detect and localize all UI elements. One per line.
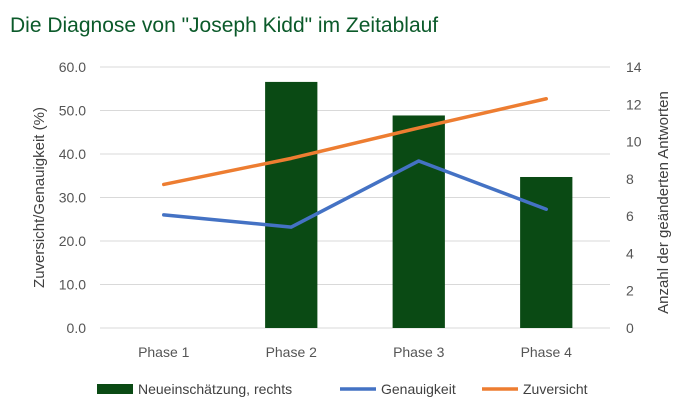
y-right-tick-label: 6 [626,208,634,224]
y-left-tick-label: 40.0 [59,146,86,162]
x-axis-ticks: Phase 1 Phase 2 Phase 3 Phase 4 [138,344,572,360]
y-left-tick-label: 30.0 [59,190,86,206]
y-left-tick-label: 20.0 [59,233,86,249]
chart-title: Die Diagnose von "Joseph Kidd" im Zeitab… [10,14,439,37]
y-right-tick-label: 10 [626,134,642,150]
y-left-tick-label: 10.0 [59,277,86,293]
legend: Neueinschätzung, rechts Genauigkeit Zuvers… [97,381,588,397]
left-axis-ticks: 0.0 10.0 20.0 30.0 40.0 50.0 60.0 [59,59,86,336]
x-tick-label: Phase 4 [521,344,573,360]
y-right-tick-label: 4 [626,245,634,261]
x-tick-label: Phase 3 [393,344,445,360]
y-right-tick-label: 2 [626,283,634,299]
bar-series [265,81,573,329]
line-series [162,97,548,229]
y-left-tick-label: 0.0 [67,320,87,336]
x-tick-label: Phase 2 [266,344,318,360]
right-axis-ticks: 0 2 4 6 8 10 12 14 [626,59,642,336]
y-right-tick-label: 12 [626,96,642,112]
legend-swatch [97,384,133,394]
y-axis-right-title: Anzahl der geänderten Antworten [655,91,672,314]
bar [265,81,318,329]
y-axis-left-title: Zuversicht/Genauigkeit (%) [31,107,48,288]
y-right-tick-label: 0 [626,320,634,336]
legend-label: Zuversicht [523,381,588,397]
y-left-tick-label: 50.0 [59,103,86,119]
line-zuversicht [162,97,548,187]
bar [392,115,445,328]
y-right-tick-label: 8 [626,171,634,187]
legend-label: Genauigkeit [381,381,456,397]
x-tick-label: Phase 1 [138,344,190,360]
line-genauigkeit [162,159,548,229]
legend-label: Neueinschätzung, rechts [138,381,292,397]
y-left-tick-label: 60.0 [59,59,86,75]
y-right-tick-label: 14 [626,59,642,75]
bar [520,176,573,328]
